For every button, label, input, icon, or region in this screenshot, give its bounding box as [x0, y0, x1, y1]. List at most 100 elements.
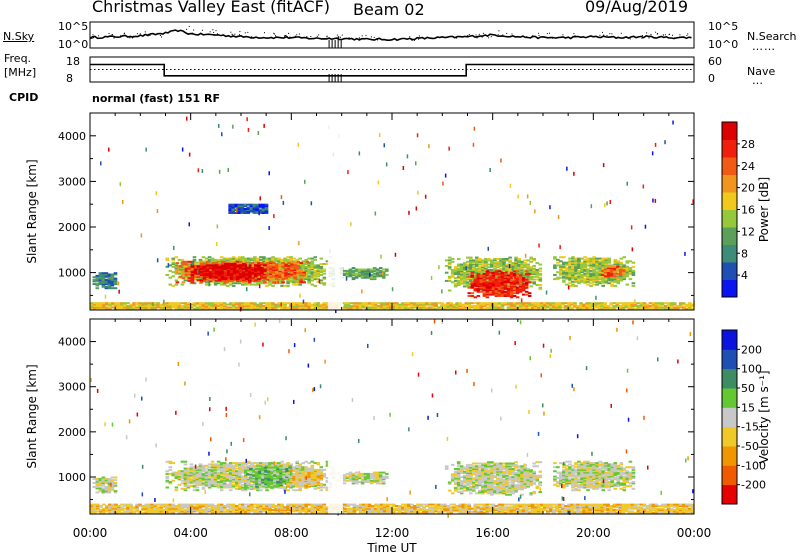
power-echo-cell: [213, 283, 218, 286]
power-echo-cell: [603, 268, 608, 271]
velocity-echo-cell: [110, 480, 115, 483]
power-scatter-point: [664, 140, 666, 145]
power-echo-cell: [540, 302, 544, 305]
power-echo-cell: [621, 306, 626, 309]
power-echo-cell: [622, 269, 626, 272]
power-scatter-point: [644, 224, 647, 229]
power-echo-cell: [229, 263, 234, 265]
power-echo-cell: [132, 303, 136, 306]
power-echo-cell: [262, 256, 266, 259]
power-echo-cell: [307, 275, 311, 278]
power-echo-cell: [506, 302, 511, 305]
noise-left-tick-bottom: 10^0: [58, 38, 88, 51]
power-echo-cell: [219, 305, 224, 307]
power-scatter-point: [186, 116, 188, 121]
power-echo-cell: [595, 258, 599, 261]
power-echo-cell: [444, 259, 449, 262]
power-echo-cell: [296, 281, 300, 284]
power-echo-cell: [546, 302, 550, 305]
power-echo-cell: [616, 282, 621, 285]
power-echo-cell: [503, 302, 508, 305]
velocity-echo-cell: [168, 481, 173, 483]
power-echo-cell: [363, 271, 368, 274]
power-echo-cell: [242, 263, 246, 265]
power-echo-cell: [473, 306, 478, 309]
power-echo-cell: [589, 258, 593, 261]
nsky-point: [629, 38, 631, 40]
power-echo-cell: [577, 261, 581, 264]
power-echo-cell: [494, 292, 499, 295]
velocity-echo-cell: [95, 480, 100, 483]
power-echo-cell: [175, 266, 180, 269]
power-echo-cell: [195, 307, 200, 310]
nsky-point: [275, 35, 276, 37]
power-echo-cell: [568, 268, 572, 271]
nsky-point: [435, 36, 437, 38]
power-echo-cell: [565, 278, 569, 281]
power-echo-cell: [500, 271, 505, 274]
power-echo-cell: [217, 263, 222, 266]
velocity-echo-cell: [238, 470, 242, 473]
power-echo-cell: [419, 302, 423, 305]
power-echo-cell: [509, 285, 514, 288]
nsky-point: [132, 37, 133, 39]
power-echo-cell: [619, 265, 624, 268]
velocity-echo-cell: [213, 475, 218, 478]
power-scatter-point: [500, 158, 502, 163]
power-echo-cell: [262, 307, 266, 310]
power-echo-cell: [401, 305, 405, 307]
power-echo-cell: [592, 280, 596, 283]
power-echo-cell: [509, 293, 514, 296]
power-echo-cell: [238, 306, 242, 309]
nsky-point: [599, 34, 601, 36]
power-echo-cell: [553, 264, 557, 267]
power-echo-cell: [252, 206, 257, 209]
power-echo-cell: [95, 283, 100, 286]
power-echo-cell: [651, 303, 656, 306]
velocity-echo-cell: [216, 481, 221, 483]
power-echo-cell: [228, 302, 233, 305]
power-echo-cell: [266, 277, 270, 280]
power-echo-cell: [529, 256, 533, 259]
power-echo-cell: [595, 278, 599, 281]
power-echo-cell: [310, 275, 315, 278]
power-echo-cell: [373, 302, 378, 305]
velocity-echo-cell: [225, 463, 230, 466]
velocity-echo-cell: [210, 474, 215, 477]
power-echo-cell: [204, 283, 209, 286]
power-echo-cell: [502, 266, 506, 269]
power-echo-cell: [625, 274, 630, 276]
power-scatter-point: [263, 123, 265, 128]
power-echo-cell: [219, 282, 224, 285]
velocity-echo-cell: [207, 463, 212, 466]
nsky-point: [358, 37, 360, 39]
power-echo-cell: [180, 275, 185, 278]
velocity-echo-cell: [244, 485, 248, 488]
power-echo-cell: [217, 269, 222, 272]
power-echo-cell: [514, 266, 518, 269]
power-echo-cell: [222, 306, 227, 309]
power-echo-cell: [162, 307, 167, 310]
power-echo-cell: [556, 264, 560, 267]
power-echo-cell: [190, 278, 195, 281]
power-echo-cell: [606, 267, 611, 270]
power-echo-cell: [470, 275, 475, 278]
power-echo-cell: [529, 285, 533, 288]
power-echo-cell: [123, 306, 127, 309]
power-echo-cell: [622, 256, 627, 259]
power-echo-cell: [195, 278, 200, 281]
power-echo-cell: [202, 279, 207, 282]
power-scatter-point: [258, 211, 260, 216]
nsky-point: [500, 35, 502, 37]
power-echo-cell: [310, 303, 315, 306]
power-echo-cell: [580, 267, 584, 270]
power-echo-cell: [521, 285, 526, 288]
power-echo-cell: [642, 303, 647, 306]
power-echo-cell: [207, 306, 212, 309]
power-echo-cell: [586, 274, 590, 276]
power-echo-cell: [532, 278, 536, 281]
power-echo-cell: [216, 302, 221, 305]
velocity-echo-cell: [207, 475, 212, 478]
power-echo-cell: [588, 305, 592, 307]
power-echo-cell: [208, 275, 213, 278]
